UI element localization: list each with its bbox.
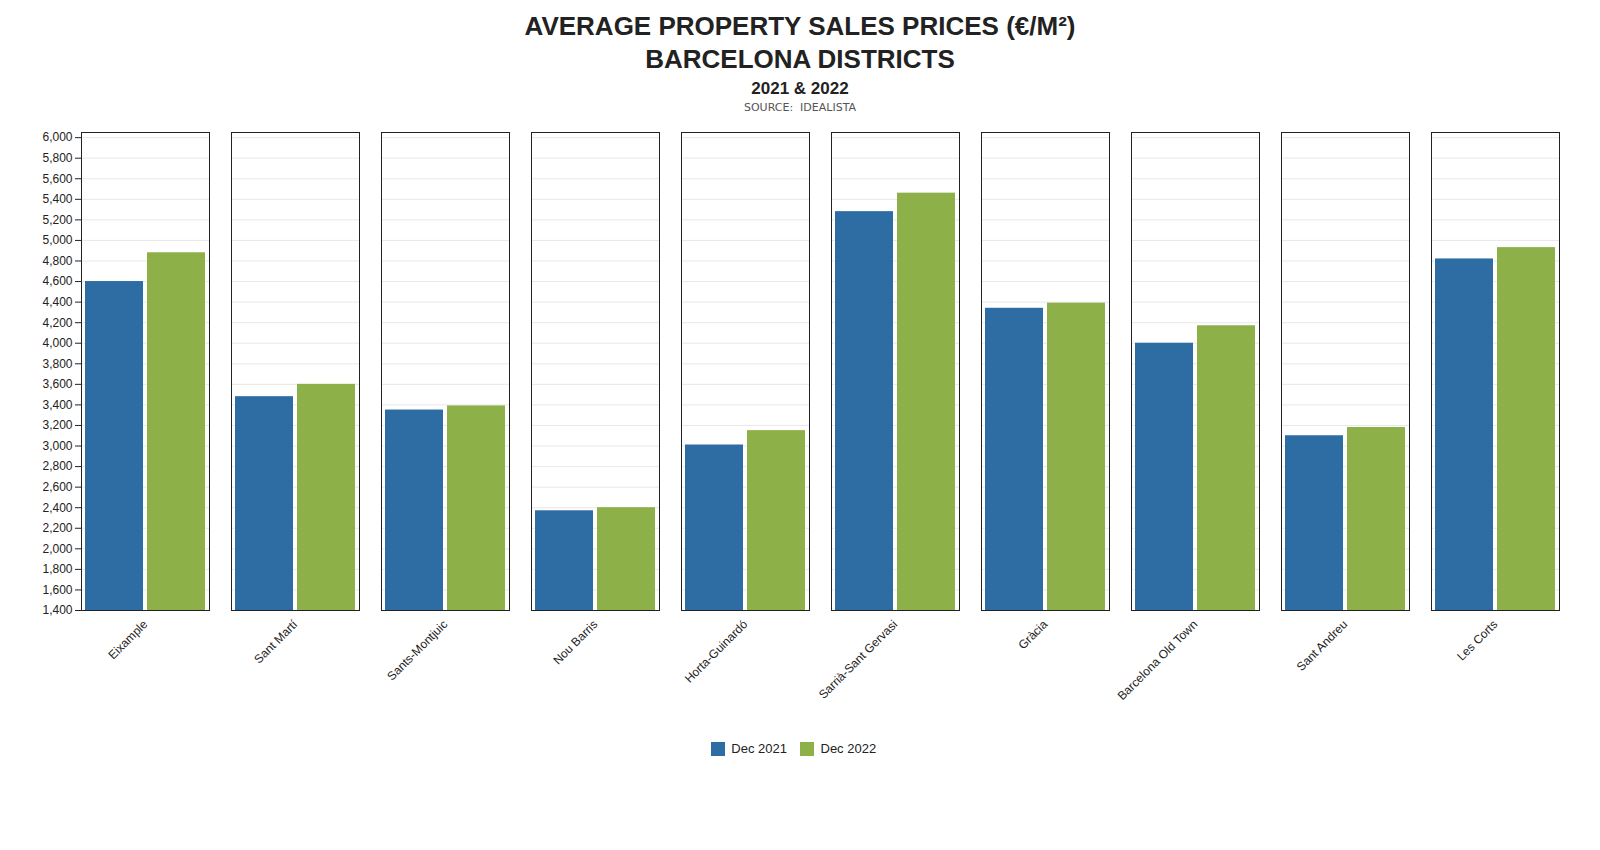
html-text:2021 & 2022: 2021 & 2022 (751, 79, 849, 98)
svg-text:6,000: 6,000 (42, 130, 72, 144)
svg-text:1,600: 1,600 (42, 583, 72, 597)
svg-text:Les Corts: Les Corts (1454, 617, 1500, 663)
svg-text:3,800: 3,800 (42, 357, 72, 371)
svg-text:2,600: 2,600 (42, 480, 72, 494)
svg-text:2,200: 2,200 (42, 521, 72, 535)
svg-text:4,200: 4,200 (42, 316, 72, 330)
svg-text:Sant Andreu: Sant Andreu (1294, 617, 1351, 674)
svg-text:3,400: 3,400 (42, 398, 72, 412)
html-text:Dec 2021: Dec 2021 (731, 741, 787, 756)
svg-text:5,200: 5,200 (42, 213, 72, 227)
svg-text:4,400: 4,400 (42, 295, 72, 309)
svg-text:1,800: 1,800 (42, 562, 72, 576)
html-text:SOURCE: IDEALISTA: SOURCE: IDEALISTA (744, 101, 856, 114)
svg-text:Sants-Montjuic: Sants-Montjuic (384, 617, 450, 683)
svg-text:3,600: 3,600 (42, 377, 72, 391)
svg-text:1,400: 1,400 (42, 603, 72, 617)
svg-text:Sant Martí: Sant Martí (251, 617, 301, 667)
svg-text:5,400: 5,400 (42, 192, 72, 206)
svg-text:4,800: 4,800 (42, 254, 72, 268)
svg-text:3,200: 3,200 (42, 418, 72, 432)
svg-text:2,800: 2,800 (42, 459, 72, 473)
svg-text:Sarrià-Sant Gervasi: Sarrià-Sant Gervasi (816, 617, 900, 701)
svg-text:5,600: 5,600 (42, 172, 72, 186)
svg-text:Gràcia: Gràcia (1015, 617, 1050, 652)
svg-text:2,000: 2,000 (42, 542, 72, 556)
svg-text:2,400: 2,400 (42, 501, 72, 515)
svg-text:5,000: 5,000 (42, 233, 72, 247)
svg-text:4,600: 4,600 (42, 274, 72, 288)
html-text:AVERAGE PROPERTY SALES PRICES: AVERAGE PROPERTY SALES PRICES (€/M²) (524, 11, 1076, 41)
svg-text:Horta-Guinardó: Horta-Guinardó (682, 617, 751, 686)
html-text:Dec 2022: Dec 2022 (820, 741, 877, 756)
svg-text:5,800: 5,800 (42, 151, 72, 165)
svg-text:Eixample: Eixample (106, 617, 151, 662)
svg-text:Nou Barris: Nou Barris (550, 617, 600, 667)
svg-text:3,000: 3,000 (42, 439, 72, 453)
html-text:BARCELONA DISTRICTS: BARCELONA DISTRICTS (645, 43, 955, 74)
svg-text:Barcelona Old Town: Barcelona Old Town (1115, 617, 1201, 703)
svg-text:4,000: 4,000 (42, 336, 72, 350)
